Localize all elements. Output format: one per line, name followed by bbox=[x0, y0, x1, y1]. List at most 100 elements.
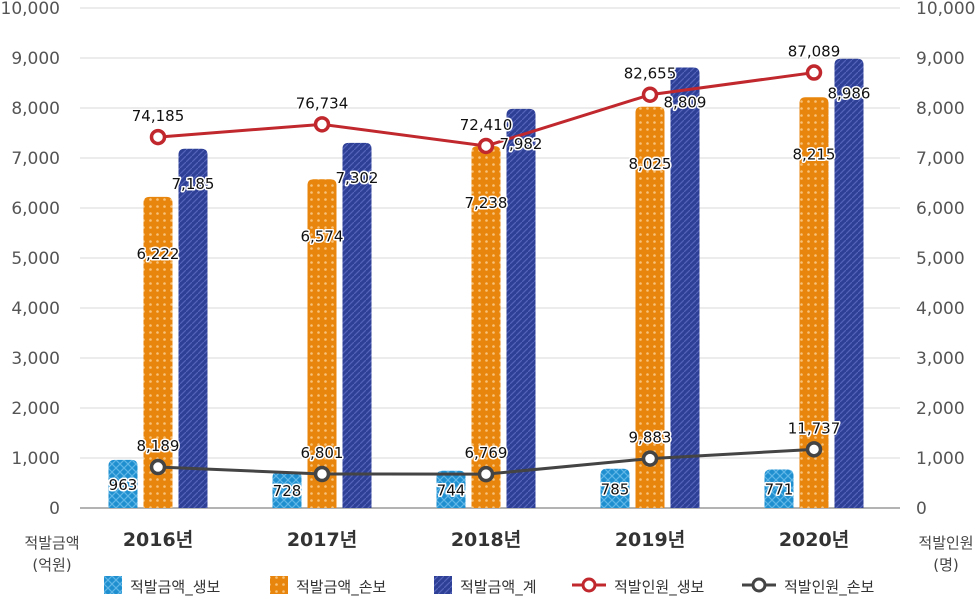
line-nonlife-point bbox=[313, 465, 331, 483]
bar-total-value-label: 7,982 bbox=[500, 135, 543, 153]
legend-item-bar-total: 적발금액_계 bbox=[434, 576, 537, 597]
lines-layer bbox=[149, 64, 823, 483]
legend-swatch-bar-total bbox=[434, 576, 452, 594]
right-tick-label: 1,000 bbox=[916, 449, 965, 469]
legend-label-line-nonlife: 적발인원_손보 bbox=[784, 578, 875, 597]
line-life-point bbox=[805, 64, 823, 81]
left-tick-label: 5,000 bbox=[11, 249, 60, 269]
bar-life-value-label: 728 bbox=[273, 482, 302, 500]
line-nonlife-value-label: 11,737 bbox=[788, 419, 841, 437]
bar-nonlife bbox=[799, 97, 829, 508]
legend-label-bar-total: 적발금액_계 bbox=[460, 578, 537, 597]
line-life-point bbox=[641, 86, 659, 103]
bar-nonlife bbox=[635, 106, 665, 508]
line-nonlife-point bbox=[805, 441, 823, 458]
bars-layer bbox=[108, 58, 864, 509]
right-tick-label: 2,000 bbox=[916, 399, 965, 419]
bar-nonlife-value-label: 7,238 bbox=[465, 194, 508, 212]
legend-item-line-nonlife: 적발인원_손보 bbox=[742, 577, 875, 597]
line-nonlife-value-label: 8,189 bbox=[137, 437, 180, 455]
bar-life bbox=[600, 468, 630, 508]
legend-swatch-bar-life bbox=[104, 576, 122, 594]
right-axis-title-line2: (명) bbox=[933, 556, 959, 574]
bar-total bbox=[670, 67, 700, 509]
left-tick-label: 6,000 bbox=[11, 199, 60, 219]
line-nonlife-point bbox=[477, 465, 495, 483]
category-axis: 2016년 2017년 2018년 2019년 2020년 bbox=[123, 529, 849, 551]
bar-nonlife-value-label: 8,215 bbox=[793, 145, 836, 163]
legend-item-bar-nonlife: 적발금액_손보 bbox=[270, 576, 387, 597]
left-axis: 0 1,000 2,000 3,000 4,000 5,000 6,000 7,000 8,00… bbox=[1, 0, 60, 519]
right-tick-label: 3,000 bbox=[916, 349, 965, 369]
line-life-point bbox=[313, 116, 331, 133]
bar-life bbox=[436, 470, 466, 508]
legend-label-line-life: 적발인원_생보 bbox=[614, 578, 705, 597]
bar-nonlife bbox=[143, 196, 173, 508]
left-tick-label: 10,000 bbox=[1, 0, 60, 19]
line-nonlife-point bbox=[149, 458, 167, 476]
left-tick-label: 4,000 bbox=[11, 299, 60, 319]
bar-total-value-label: 8,809 bbox=[664, 94, 707, 112]
bar-total bbox=[342, 142, 372, 508]
legend-label-bar-life: 적발금액_생보 bbox=[130, 578, 221, 597]
left-axis-title-line1: 적발금액 bbox=[24, 534, 79, 552]
right-axis: 0 1,000 2,000 3,000 4,000 5,000 6,000 7,000 8,00… bbox=[916, 0, 975, 519]
left-axis-title-line2: (억원) bbox=[32, 556, 71, 574]
right-tick-label: 7,000 bbox=[916, 149, 965, 169]
bar-nonlife bbox=[307, 179, 337, 509]
left-tick-label: 3,000 bbox=[11, 349, 60, 369]
category-label: 2017년 bbox=[287, 529, 357, 551]
line-nonlife-point bbox=[641, 450, 659, 467]
legend-label-bar-nonlife: 적발금액_손보 bbox=[296, 578, 387, 597]
left-tick-label: 0 bbox=[49, 499, 60, 519]
line-life-value-label: 82,655 bbox=[624, 65, 677, 83]
bar-total-value-label: 8,986 bbox=[828, 85, 871, 103]
category-label: 2018년 bbox=[451, 529, 521, 551]
legend-swatch-bar-nonlife bbox=[270, 576, 288, 594]
right-tick-label: 10,000 bbox=[916, 0, 975, 19]
labels-layer: 963 728 744 785 771 6,222 6,574 7,238 8,025 8,215… bbox=[107, 41, 872, 501]
legend-marker-nonlife bbox=[751, 577, 767, 593]
bar-total bbox=[178, 148, 208, 508]
legend-marker-life bbox=[581, 577, 597, 593]
bar-life bbox=[272, 471, 302, 508]
right-tick-label: 0 bbox=[916, 499, 927, 519]
category-label: 2016년 bbox=[123, 529, 193, 551]
line-life-value-label: 72,410 bbox=[460, 116, 513, 134]
legend-item-bar-life: 적발금액_생보 bbox=[104, 576, 221, 597]
left-tick-label: 7,000 bbox=[11, 149, 60, 169]
bar-life-value-label: 785 bbox=[601, 480, 630, 498]
bar-life-value-label: 744 bbox=[437, 481, 466, 499]
bar-nonlife-value-label: 6,574 bbox=[301, 227, 344, 245]
bar-nonlife-value-label: 8,025 bbox=[629, 155, 672, 173]
bar-life bbox=[108, 459, 138, 508]
bar-life-value-label: 963 bbox=[109, 476, 138, 494]
right-tick-label: 8,000 bbox=[916, 99, 965, 119]
bar-total bbox=[834, 58, 864, 508]
line-life-value-label: 87,089 bbox=[788, 43, 841, 61]
bar-life-value-label: 771 bbox=[765, 481, 794, 499]
line-nonlife-value-label: 6,769 bbox=[465, 444, 508, 462]
right-tick-label: 6,000 bbox=[916, 199, 965, 219]
line-nonlife-value-label: 9,883 bbox=[629, 429, 672, 447]
bar-total-value-label: 7,302 bbox=[336, 169, 379, 187]
left-tick-label: 8,000 bbox=[11, 99, 60, 119]
bar-nonlife bbox=[471, 146, 501, 508]
right-axis-title-line1: 적발인원 bbox=[918, 534, 973, 552]
line-life-point bbox=[149, 128, 167, 146]
line-life-value-label: 74,185 bbox=[132, 107, 185, 125]
left-tick-label: 9,000 bbox=[11, 49, 60, 69]
line-life bbox=[157, 71, 815, 148]
bar-life bbox=[764, 469, 794, 508]
legend: 적발금액_생보 적발금액_손보 적발금액_계 적발인원_생보 적발인원_손보 bbox=[104, 576, 875, 597]
right-tick-label: 4,000 bbox=[916, 299, 965, 319]
line-life-value-label: 76,734 bbox=[296, 94, 349, 112]
line-nonlife-value-label: 6,801 bbox=[301, 444, 344, 462]
left-tick-label: 1,000 bbox=[11, 449, 60, 469]
left-tick-label: 2,000 bbox=[11, 399, 60, 419]
right-tick-label: 5,000 bbox=[916, 249, 965, 269]
bar-total bbox=[506, 108, 536, 509]
right-tick-label: 9,000 bbox=[916, 49, 965, 69]
